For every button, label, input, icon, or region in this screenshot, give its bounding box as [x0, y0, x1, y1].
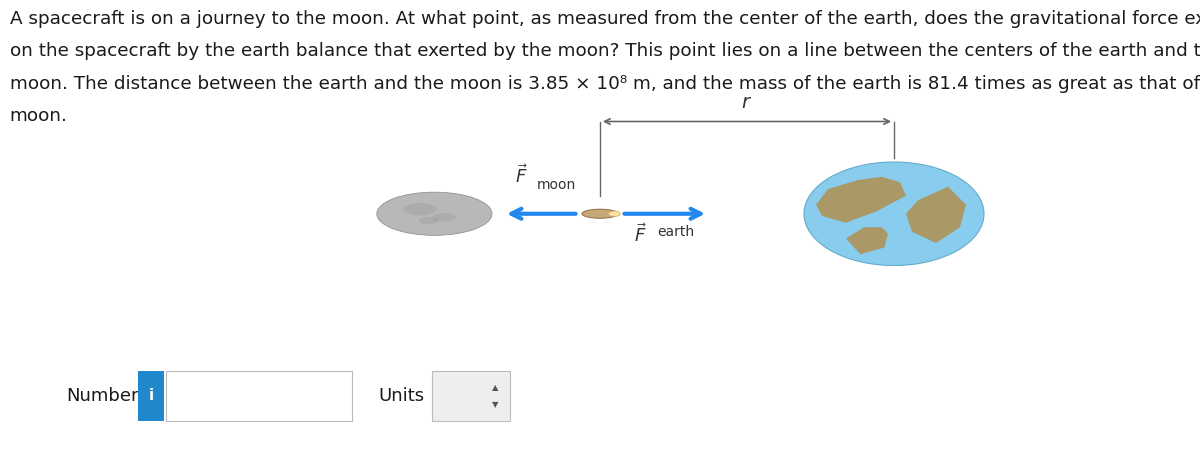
Polygon shape [906, 187, 966, 243]
Polygon shape [846, 227, 888, 254]
Text: Units: Units [378, 387, 424, 405]
Text: A spacecraft is on a journey to the moon. At what point, as measured from the ce: A spacecraft is on a journey to the moon… [10, 10, 1200, 28]
Text: i: i [149, 388, 154, 404]
Text: ▼: ▼ [492, 400, 499, 409]
Text: $r$: $r$ [742, 93, 752, 112]
Text: $\vec{F}$: $\vec{F}$ [516, 164, 528, 187]
Bar [166, 371, 352, 421]
Text: on the spacecraft by the earth balance that exerted by the moon? This point lies: on the spacecraft by the earth balance t… [10, 42, 1200, 60]
Bar [138, 371, 164, 421]
Circle shape [432, 213, 456, 222]
Text: moon.: moon. [10, 107, 67, 125]
Circle shape [403, 203, 437, 216]
Text: Number: Number [66, 387, 138, 405]
Ellipse shape [608, 211, 620, 216]
Polygon shape [816, 177, 906, 223]
Text: ▲: ▲ [492, 383, 499, 392]
Circle shape [377, 192, 492, 235]
Text: earth: earth [658, 225, 695, 239]
Bar [432, 371, 510, 421]
Ellipse shape [804, 162, 984, 266]
Text: moon. The distance between the earth and the moon is 3.85 × 10⁸ m, and the mass : moon. The distance between the earth and… [10, 75, 1200, 93]
Ellipse shape [582, 209, 618, 218]
Circle shape [419, 217, 438, 224]
Text: $\vec{F}$: $\vec{F}$ [634, 223, 646, 246]
Text: moon: moon [536, 178, 576, 192]
